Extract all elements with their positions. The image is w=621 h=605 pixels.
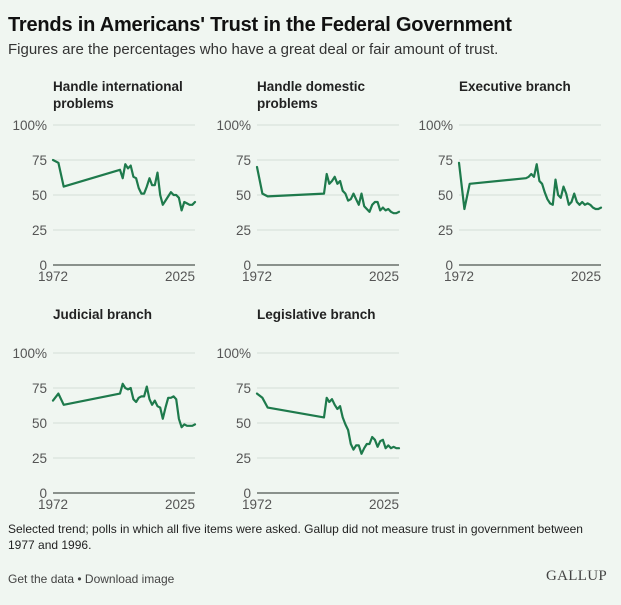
x-tick-label: 2025 [165, 269, 195, 284]
y-tick-label: 75 [236, 381, 251, 396]
panel-title: Handle international problems [53, 79, 183, 111]
chart-subtitle: Figures are the percentages who have a g… [8, 41, 499, 58]
panel-title: Handle domestic problems [257, 79, 366, 111]
x-tick-label: 1972 [444, 269, 474, 284]
y-tick-label: 25 [236, 223, 251, 238]
y-tick-label: 100% [418, 118, 453, 133]
series-line [51, 158, 197, 212]
line-chart: 0 25 50 75 100% 1972 2025 [216, 118, 401, 284]
series-line [255, 165, 401, 215]
panel-domestic: Handle domestic problems 0 25 50 75 100% 1972… [204, 78, 404, 293]
series-line [255, 392, 401, 455]
y-tick-label: 50 [32, 416, 47, 431]
y-tick-label: 0 [39, 258, 47, 273]
y-tick-label: 100% [12, 346, 47, 361]
panel-title: Executive branch [459, 79, 571, 94]
line-chart: 0 25 50 75 100% 1972 2025 [12, 118, 197, 284]
x-tick-label: 2025 [165, 497, 195, 512]
line-chart: 0 25 50 75 100% 1972 2025 [216, 346, 401, 512]
separator: • [74, 572, 85, 586]
y-tick-label: 0 [243, 258, 251, 273]
panel-international: Handle international problems 0 25 50 75 100… [0, 78, 200, 293]
line-chart: 0 25 50 75 100% 1972 2025 [418, 118, 603, 284]
y-tick-label: 50 [438, 188, 453, 203]
footer-links: Get the data • Download image [8, 572, 174, 586]
download-image-link[interactable]: Download image [84, 572, 175, 586]
chart-title: Trends in Americans' Trust in the Federa… [8, 14, 512, 36]
y-tick-label: 100% [216, 118, 251, 133]
series-line [51, 382, 197, 429]
y-tick-label: 25 [32, 451, 47, 466]
y-tick-label: 100% [216, 346, 251, 361]
footnote: Selected trend; polls in which all five … [8, 522, 583, 552]
x-tick-label: 2025 [369, 269, 399, 284]
y-tick-label: 25 [236, 451, 251, 466]
y-tick-label: 75 [438, 153, 453, 168]
series-line [457, 161, 603, 211]
x-tick-label: 1972 [242, 269, 272, 284]
panel-legislative: Legislative branch 0 25 50 75 100% 1972 2025 [204, 306, 404, 521]
x-tick-label: 2025 [571, 269, 601, 284]
y-tick-label: 50 [32, 188, 47, 203]
y-tick-label: 75 [236, 153, 251, 168]
panel-executive: Executive branch 0 25 50 75 100% 1972 2025 [406, 78, 606, 293]
x-tick-label: 1972 [38, 269, 68, 284]
y-tick-label: 75 [32, 153, 47, 168]
y-tick-label: 0 [243, 486, 251, 501]
y-tick-label: 25 [32, 223, 47, 238]
panel-judicial: Judicial branch 0 25 50 75 100% 1972 2025 [0, 306, 200, 521]
y-tick-label: 50 [236, 416, 251, 431]
y-tick-label: 50 [236, 188, 251, 203]
gallup-logo: GALLUP [546, 568, 607, 584]
y-tick-label: 75 [32, 381, 47, 396]
y-tick-label: 0 [39, 486, 47, 501]
panel-title: Legislative branch [257, 307, 376, 322]
y-tick-label: 100% [12, 118, 47, 133]
panel-title: Judicial branch [53, 307, 153, 322]
line-chart: 0 25 50 75 100% 1972 2025 [12, 346, 197, 512]
x-tick-label: 2025 [369, 497, 399, 512]
x-tick-label: 1972 [242, 497, 272, 512]
get-data-link[interactable]: Get the data [8, 572, 75, 586]
y-tick-label: 25 [438, 223, 453, 238]
y-tick-label: 0 [445, 258, 453, 273]
x-tick-label: 1972 [38, 497, 68, 512]
